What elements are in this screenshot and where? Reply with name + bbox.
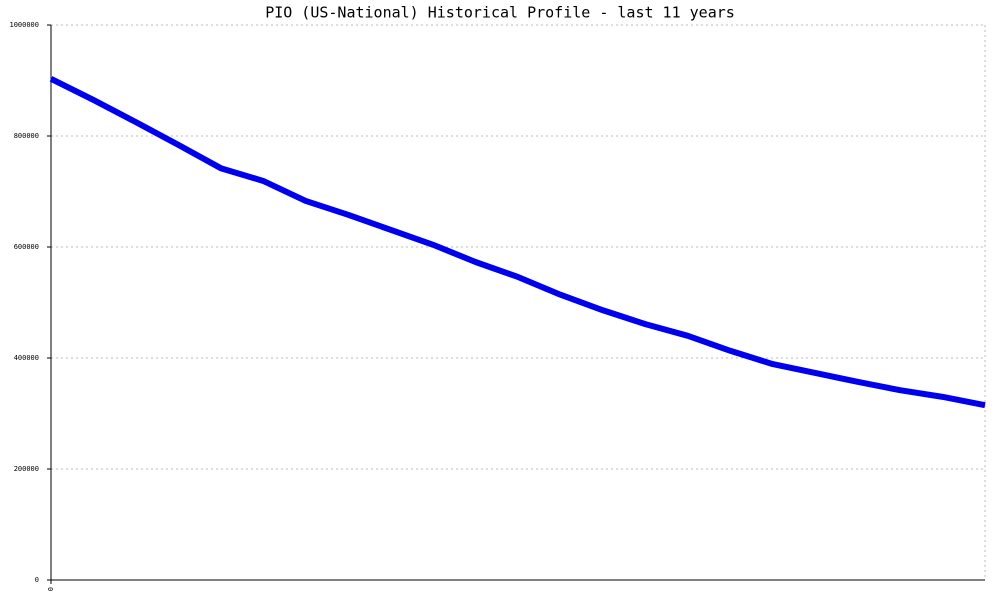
y-tick-label: 200000 — [14, 465, 39, 473]
y-tick-label: 400000 — [14, 354, 39, 362]
y-tick-label: 600000 — [14, 243, 39, 251]
y-tick-label: 800000 — [14, 132, 39, 140]
y-tick-label: 1000000 — [9, 21, 39, 29]
y-tick-label: 0 — [35, 576, 39, 584]
chart-title: PIO (US-National) Historical Profile - l… — [265, 4, 735, 22]
data-line — [49, 76, 986, 409]
x-tick-label: 0 — [47, 587, 55, 591]
